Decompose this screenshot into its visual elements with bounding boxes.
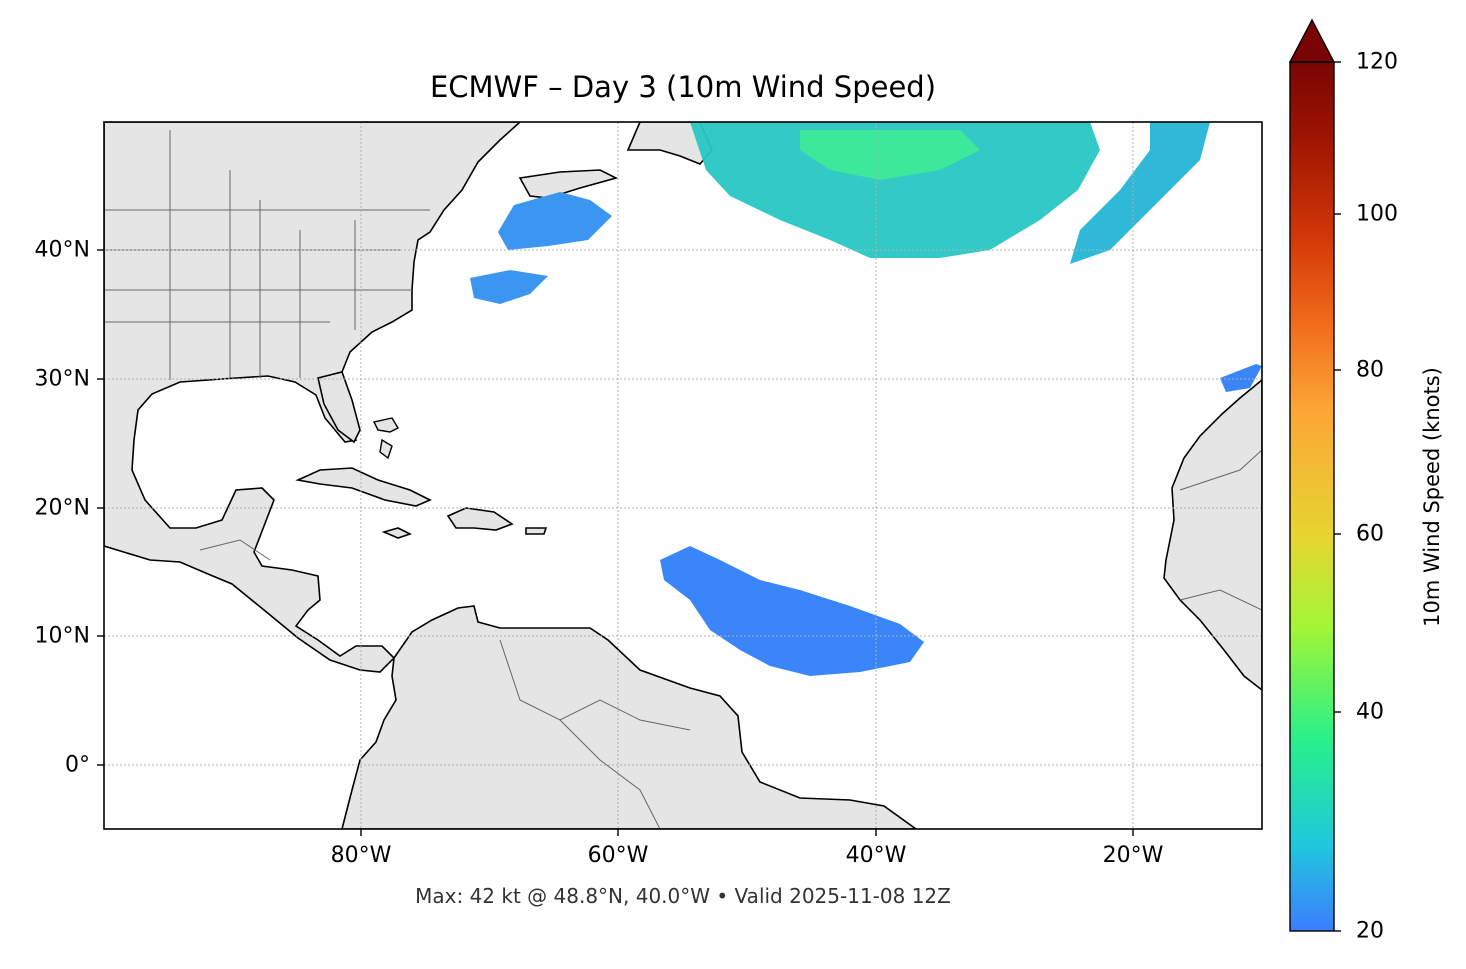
bahamas-land (372, 417, 399, 460)
y-tick-label: 10°N (34, 623, 90, 649)
wind-grand-banks (498, 192, 612, 250)
x-tick-label: 40°W (845, 843, 907, 868)
map-frame (103, 121, 1263, 830)
puerto-rico-land (525, 527, 548, 535)
wind-north-atlantic-core (800, 130, 980, 180)
axis-ticks (97, 249, 1134, 836)
y-tick-label: 0° (65, 752, 90, 778)
map-title: ECMWF – Day 3 (10m Wind Speed) (429, 70, 937, 104)
colorbar-tick-label: 60 (1356, 521, 1384, 547)
colorbar-tick-label: 20 (1356, 918, 1384, 944)
x-tick-label: 60°W (587, 843, 649, 868)
hispaniola-land (446, 507, 514, 531)
x-tick-label: 80°W (330, 843, 392, 868)
colorbar-tick-label: 120 (1356, 49, 1398, 75)
wind-speed-field (470, 122, 1262, 676)
newfoundland-land (518, 169, 619, 199)
colorbar-tick-label: 80 (1356, 357, 1384, 383)
colorbar-label: 10m Wind Speed (knots) (1420, 367, 1444, 627)
gridlines (104, 122, 1262, 829)
y-tick-label: 30°N (34, 366, 90, 392)
colorbar-extend-arrow (1288, 18, 1336, 63)
wind-tropical-atlantic (660, 546, 924, 676)
jamaica-land (381, 527, 413, 539)
florida-land (317, 371, 361, 444)
colorbar-tick-label: 100 (1356, 201, 1398, 227)
y-tick-label: 20°N (34, 495, 90, 521)
max-wind-footnote: Max: 42 kt @ 48.8°N, 40.0°W • Valid 2025… (415, 884, 951, 908)
wind-north-atlantic (690, 122, 1100, 258)
political-borders (104, 130, 1262, 829)
south-america-land (341, 605, 918, 829)
x-tick-label: 20°W (1102, 843, 1164, 868)
colorbar (1288, 18, 1341, 932)
wind-canaries (1220, 364, 1262, 392)
cuba-land (295, 467, 432, 507)
wind-east-us-offshore (470, 270, 548, 304)
colorbar-tick-label: 40 (1356, 699, 1384, 725)
north-america-land (104, 122, 522, 673)
wind-northeast-band (1070, 122, 1210, 264)
y-tick-label: 40°N (34, 237, 90, 263)
africa-land (1163, 378, 1262, 692)
